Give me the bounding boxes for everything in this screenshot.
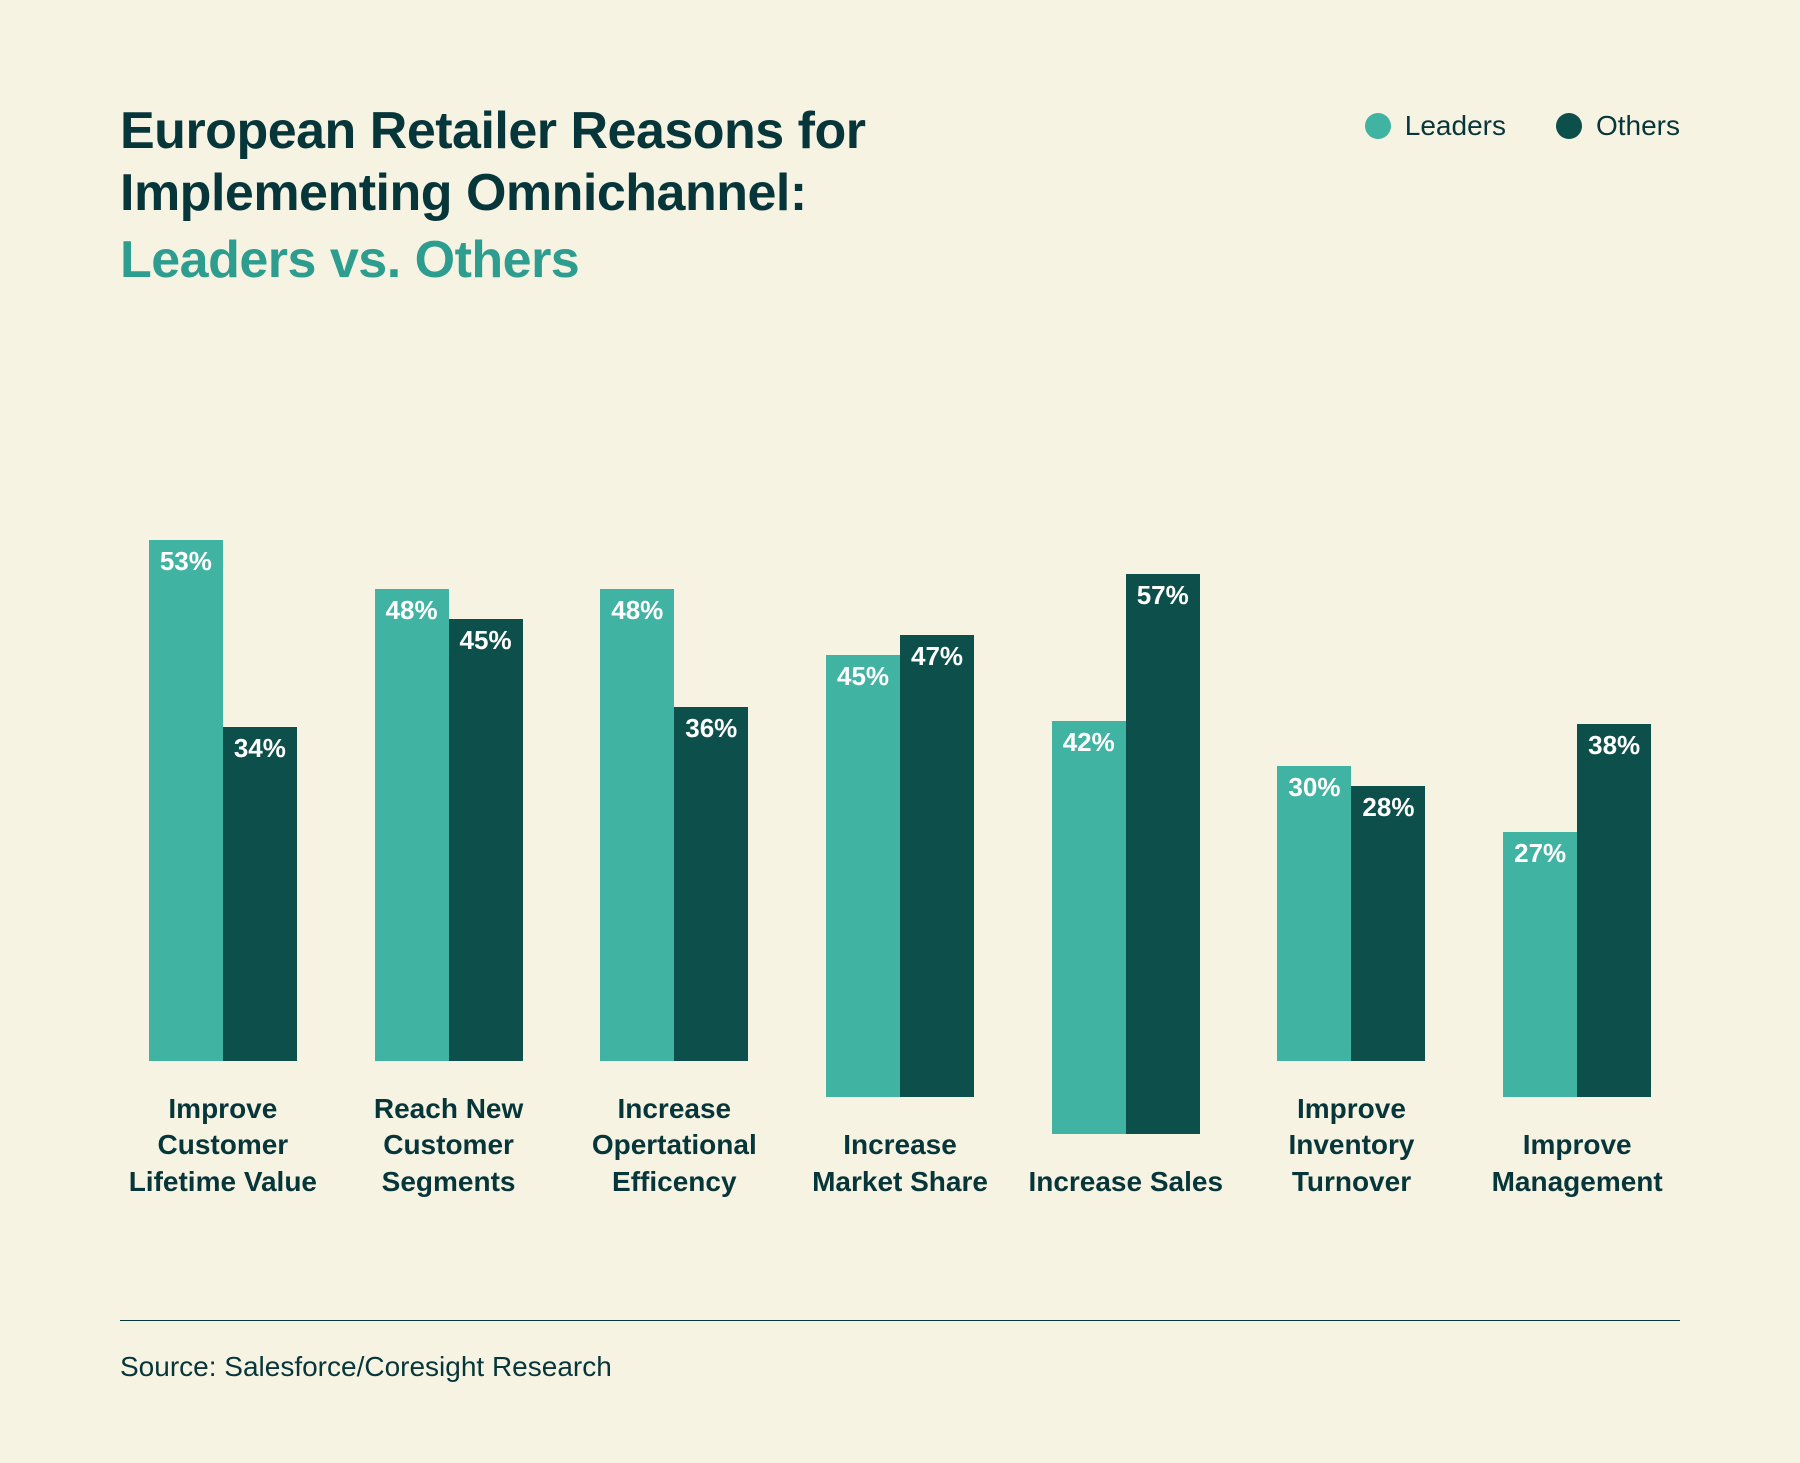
legend-label-others: Others — [1596, 110, 1680, 142]
bar-others: 45% — [449, 619, 523, 1061]
category-label: Improve Inventory Turnover — [1251, 1091, 1451, 1200]
category-label: Reach New Customer Segments — [349, 1091, 549, 1200]
bar-value-label: 38% — [1577, 730, 1651, 761]
legend-dot-others — [1556, 113, 1582, 139]
bar-pair: 48%45% — [375, 589, 523, 1061]
subtitle: Leaders vs. Others — [120, 229, 866, 291]
footer: Source: Salesforce/Coresight Research — [120, 1320, 1680, 1383]
category-label: Improve Management — [1477, 1127, 1677, 1200]
category-label: Increase Market Share — [800, 1127, 1000, 1200]
legend-item-others: Others — [1556, 110, 1680, 142]
legend: Leaders Others — [1365, 110, 1680, 142]
category-label: Improve Customer Lifetime Value — [123, 1091, 323, 1200]
category: 27% 38% Improve Management — [1474, 724, 1680, 1200]
bar-value-label: 48% — [600, 595, 674, 626]
bar-value-label: 45% — [826, 661, 900, 692]
category: 53% 34% Improve Customer Lifetime Value — [120, 540, 326, 1200]
bar-others: 38% — [1577, 724, 1651, 1097]
bar-value-label: 45% — [449, 625, 523, 656]
bar-leaders: 45% — [826, 655, 900, 1097]
bar-value-label: 27% — [1503, 838, 1577, 869]
bar-value-label: 57% — [1126, 580, 1200, 611]
bar-value-label: 34% — [223, 733, 297, 764]
bar-others: 57% — [1126, 574, 1200, 1134]
legend-item-leaders: Leaders — [1365, 110, 1506, 142]
bar-value-label: 42% — [1052, 727, 1126, 758]
legend-label-leaders: Leaders — [1405, 110, 1506, 142]
bar-value-label: 36% — [674, 713, 748, 744]
bar-leaders: 42% — [1052, 721, 1126, 1134]
bar-leaders: 48% — [375, 589, 449, 1061]
chart-area: 53%34%Improve Customer Lifetime Value48%… — [120, 471, 1680, 1200]
category: 42% 57% Increase Sales — [1023, 574, 1229, 1200]
bar-pair: 27% 38% — [1503, 724, 1651, 1097]
bar-pair: 48% 36% — [600, 589, 748, 1061]
category: 48% 36% Increase Opertational Efficency — [571, 589, 777, 1200]
category-label: Increase Sales — [1028, 1164, 1223, 1200]
bar-pair: 45%47% — [826, 635, 974, 1097]
source-text: Source: Salesforce/Coresight Research — [120, 1351, 1680, 1383]
bar-others: 47% — [900, 635, 974, 1097]
bar-leaders: 48% — [600, 589, 674, 1061]
bar-leaders: 27% — [1503, 832, 1577, 1097]
category: 30%28% Improve Inventory Turnover — [1249, 766, 1455, 1200]
chart-canvas: European Retailer Reasons for Implementi… — [0, 0, 1800, 1463]
bar-value-label: 48% — [375, 595, 449, 626]
bar-value-label: 30% — [1277, 772, 1351, 803]
bar-value-label: 47% — [900, 641, 974, 672]
bar-others: 36% — [674, 707, 748, 1061]
bar-pair: 30%28% — [1277, 766, 1425, 1061]
bar-value-label: 53% — [149, 546, 223, 577]
bar-pair: 53% 34% — [149, 540, 297, 1061]
bar-leaders: 30% — [1277, 766, 1351, 1061]
title-line1: European Retailer Reasons for — [120, 100, 866, 162]
bar-value-label: 28% — [1351, 792, 1425, 823]
bar-others: 28% — [1351, 786, 1425, 1061]
title-line2: Implementing Omnichannel: — [120, 162, 866, 224]
legend-dot-leaders — [1365, 113, 1391, 139]
category: 45%47% Increase Market Share — [797, 635, 1003, 1200]
divider — [120, 1320, 1680, 1321]
category-label: Increase Opertational Efficency — [574, 1091, 774, 1200]
bar-leaders: 53% — [149, 540, 223, 1061]
title-block: European Retailer Reasons for Implementi… — [120, 100, 866, 291]
category: 48%45% Reach New Customer Segments — [346, 589, 552, 1200]
bar-pair: 42% 57% — [1052, 574, 1200, 1134]
bar-others: 34% — [223, 727, 297, 1061]
header-row: European Retailer Reasons for Implementi… — [120, 100, 1680, 291]
